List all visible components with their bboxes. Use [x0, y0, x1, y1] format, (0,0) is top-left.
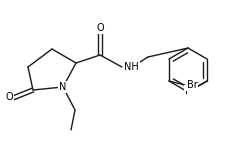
Text: F: F — [185, 86, 191, 96]
Text: NH: NH — [124, 62, 139, 72]
Text: Br: Br — [186, 80, 197, 90]
Text: O: O — [96, 23, 104, 33]
Text: N: N — [59, 82, 67, 92]
Text: O: O — [5, 92, 13, 102]
